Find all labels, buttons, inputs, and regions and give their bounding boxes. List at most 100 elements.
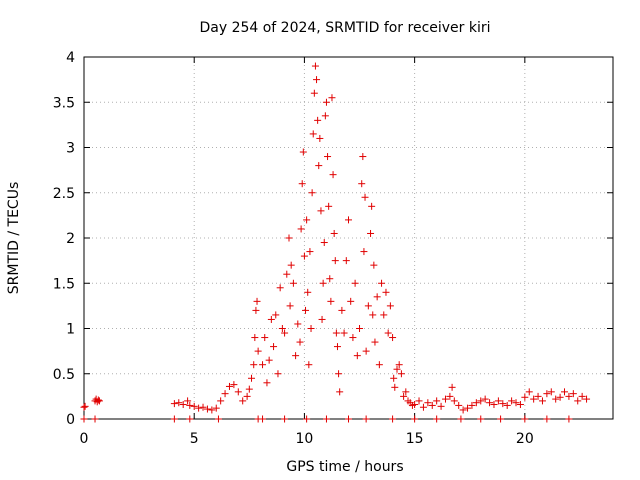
data-point	[278, 325, 286, 332]
x-tick-label: 20	[516, 431, 534, 447]
data-point	[326, 275, 334, 283]
data-point	[316, 134, 324, 142]
data-point	[382, 288, 390, 296]
data-point	[298, 180, 306, 188]
data-point	[299, 148, 307, 156]
data-point	[477, 415, 485, 423]
x-tick-label: 10	[296, 431, 314, 447]
data-point	[254, 347, 262, 355]
data-point	[230, 381, 238, 389]
data-point	[184, 397, 192, 405]
data-point	[411, 401, 419, 409]
data-point	[289, 279, 297, 287]
data-point	[375, 361, 383, 369]
data-point	[450, 397, 458, 405]
y-tick-label: 2.5	[53, 186, 75, 202]
data-point	[400, 392, 408, 400]
data-point	[481, 395, 489, 403]
data-point	[361, 193, 369, 201]
data-point	[411, 415, 419, 423]
data-point	[335, 370, 343, 378]
data-point	[472, 399, 480, 407]
data-point	[320, 239, 328, 247]
data-point	[225, 382, 233, 390]
data-point	[397, 370, 405, 378]
data-point	[186, 401, 194, 409]
data-point	[389, 415, 397, 423]
data-point	[356, 325, 364, 332]
data-point	[292, 352, 300, 360]
data-point	[331, 257, 339, 265]
data-point	[190, 402, 198, 410]
data-point	[310, 89, 318, 97]
data-point	[468, 401, 476, 409]
data-point	[391, 383, 399, 391]
data-point	[358, 180, 366, 188]
data-point	[328, 94, 336, 102]
data-point	[402, 388, 410, 396]
data-point	[565, 392, 573, 400]
data-point	[578, 392, 586, 400]
data-point	[263, 379, 271, 387]
data-point	[208, 406, 216, 414]
data-point	[221, 390, 229, 398]
data-point	[308, 189, 316, 197]
y-tick-label: 0.5	[53, 367, 75, 383]
data-point	[300, 252, 308, 260]
data-point	[395, 361, 403, 369]
data-point	[286, 302, 294, 310]
data-point	[371, 338, 379, 346]
data-point	[424, 399, 432, 407]
data-point	[386, 302, 394, 310]
data-point	[80, 415, 88, 423]
y-tick-label: 2	[66, 231, 75, 247]
data-point	[433, 415, 441, 423]
data-point	[437, 402, 445, 410]
y-tick-label: 3.5	[53, 95, 75, 111]
grid	[84, 57, 613, 419]
data-point	[265, 356, 273, 364]
data-point	[521, 415, 529, 423]
y-axis-label: SRMTID / TECUs	[6, 182, 22, 295]
data-point	[561, 388, 569, 396]
data-point	[311, 62, 319, 70]
data-point	[239, 397, 247, 405]
data-point	[543, 415, 551, 423]
data-point	[234, 388, 242, 396]
data-point	[309, 130, 317, 138]
data-point	[389, 334, 397, 342]
data-point	[199, 403, 207, 411]
data-point	[319, 279, 327, 287]
data-point	[459, 406, 467, 414]
data-point	[212, 404, 220, 412]
data-point	[441, 395, 449, 403]
data-point	[503, 401, 511, 409]
data-point	[261, 334, 269, 342]
data-point	[285, 234, 293, 242]
data-point	[477, 397, 485, 405]
data-point	[270, 343, 278, 351]
data-point	[329, 171, 337, 179]
data-point	[370, 261, 378, 269]
data-point	[186, 415, 194, 423]
data-point	[534, 392, 542, 400]
data-point	[342, 257, 350, 265]
data-point	[332, 329, 340, 337]
data-point	[362, 415, 370, 423]
data-point	[347, 297, 355, 305]
data-point	[380, 311, 388, 319]
data-point	[327, 297, 335, 305]
data-point	[547, 388, 555, 396]
data-point	[294, 320, 302, 328]
data-point	[304, 288, 312, 296]
data-point	[324, 153, 332, 161]
data-point	[340, 329, 348, 337]
data-point	[455, 401, 463, 409]
data-point	[321, 112, 329, 120]
data-point	[552, 395, 560, 403]
data-point	[276, 284, 284, 292]
data-point	[297, 225, 305, 233]
data-point	[252, 306, 260, 314]
data-point	[248, 374, 256, 382]
